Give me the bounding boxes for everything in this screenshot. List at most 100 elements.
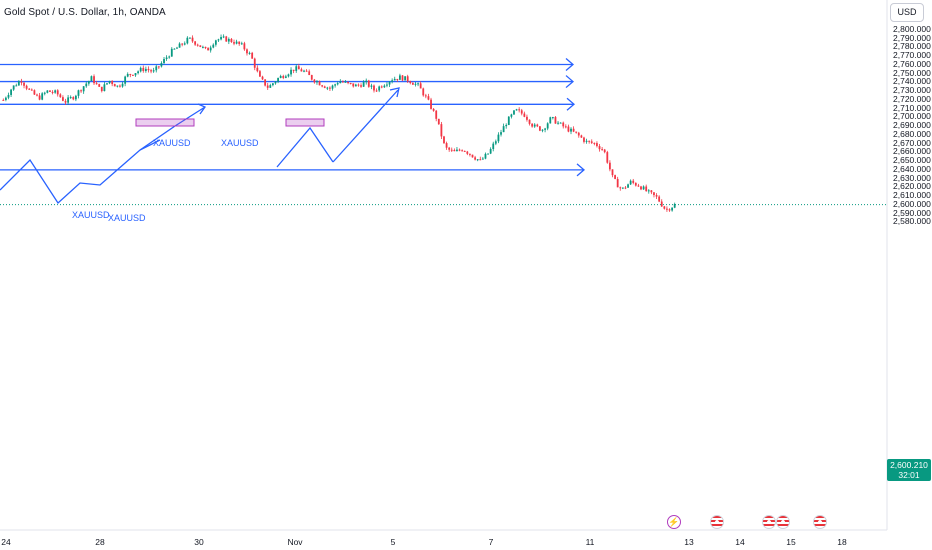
candle-up — [209, 47, 212, 51]
candle-up — [456, 149, 458, 152]
candle-up — [277, 78, 279, 82]
candle-up — [163, 58, 165, 64]
candle-down — [601, 149, 604, 151]
candle-up — [513, 110, 515, 115]
y-tick-label: 2,800.000 — [893, 24, 931, 34]
candle-up — [417, 83, 419, 85]
candle-down — [49, 90, 51, 92]
candle-down — [458, 149, 461, 151]
candle-down — [479, 159, 482, 161]
annotation-xauusd[interactable]: XAUUSD — [153, 138, 191, 148]
annotation-xauusd[interactable]: XAUUSD — [108, 213, 146, 223]
us-flag-event-icon[interactable] — [776, 515, 790, 529]
candles-group — [2, 34, 676, 212]
candle-up — [217, 39, 220, 41]
candle-down — [367, 80, 370, 87]
candle-down — [445, 143, 448, 148]
candle-down — [80, 90, 82, 92]
candle-down — [308, 71, 311, 76]
us-flag-event-icon[interactable] — [710, 515, 724, 529]
candle-up — [106, 83, 108, 85]
candle-down — [401, 75, 404, 81]
candle-down — [204, 46, 207, 49]
candle-up — [336, 83, 339, 85]
x-tick-label: 13 — [684, 537, 694, 547]
candle-down — [562, 122, 565, 127]
us-flag-event-icon[interactable] — [813, 515, 827, 529]
candle-up — [647, 190, 650, 192]
candle-up — [393, 78, 396, 81]
chart-title: Gold Spot / U.S. Dollar, 1h, OANDA — [4, 7, 166, 18]
bar-countdown: 32:01 — [898, 470, 920, 480]
candle-down — [666, 208, 668, 210]
candle-up — [178, 43, 181, 48]
candle-down — [261, 76, 264, 80]
candle-down — [461, 150, 464, 152]
candle-down — [119, 85, 121, 87]
candle-up — [248, 52, 251, 54]
candle-up — [220, 37, 222, 40]
candle-down — [471, 154, 474, 158]
candle-down — [463, 150, 466, 152]
trendline-group — [0, 87, 400, 204]
x-tick-label: 28 — [95, 537, 105, 547]
candle-up — [67, 97, 70, 103]
candle-up — [481, 158, 484, 160]
candle-down — [264, 79, 267, 86]
candle-down — [668, 209, 671, 211]
candle-down — [554, 117, 557, 124]
us-flag-event-icon[interactable] — [762, 515, 776, 529]
candle-up — [303, 70, 305, 72]
candle-up — [43, 92, 46, 94]
candle-up — [316, 81, 318, 83]
candle-up — [334, 84, 337, 86]
candle-up — [284, 76, 287, 78]
candle-down — [593, 142, 596, 144]
candle-down — [596, 143, 598, 147]
currency-button[interactable]: USD — [890, 3, 924, 22]
candle-down — [448, 147, 451, 150]
candle-down — [207, 48, 209, 51]
candle-down — [523, 113, 526, 117]
x-tick-label: 5 — [390, 537, 396, 547]
x-tick-label: Nov — [287, 537, 303, 547]
annotation-xauusd[interactable]: XAUUSD — [72, 210, 110, 220]
annotation-xauusd[interactable]: XAUUSD — [221, 138, 259, 148]
y-tick-label: 2,710.000 — [893, 102, 931, 113]
y-tick-label: 2,750.000 — [893, 67, 931, 78]
candle-up — [17, 81, 20, 86]
candle-up — [557, 122, 559, 124]
candle-down — [56, 90, 59, 95]
candle-down — [588, 140, 591, 142]
candle-down — [406, 76, 409, 82]
candle-up — [170, 48, 173, 57]
candle-up — [627, 184, 629, 188]
candle-down — [36, 94, 38, 96]
lightning-event-icon[interactable]: ⚡ — [667, 515, 681, 529]
candle-down — [577, 132, 580, 136]
candle-up — [124, 76, 127, 84]
zigzag-trendline — [276, 126, 334, 168]
y-tick-label: 2,610.000 — [893, 190, 931, 201]
candle-down — [352, 83, 355, 87]
candle-down — [572, 128, 575, 132]
y-tick-label: 2,630.000 — [893, 172, 931, 183]
candle-down — [321, 85, 324, 87]
candle-up — [629, 180, 632, 185]
candle-down — [536, 124, 539, 127]
y-tick-label: 2,720.000 — [893, 93, 931, 104]
candle-down — [318, 81, 321, 86]
candle-down — [427, 96, 430, 100]
candle-down — [313, 79, 316, 83]
candle-up — [165, 57, 168, 59]
ray-arrowhead — [566, 97, 575, 111]
candle-down — [373, 85, 375, 91]
candle-down — [199, 45, 202, 47]
y-tick-label: 2,580.000 — [893, 216, 931, 227]
candle-up — [108, 80, 111, 84]
candle-up — [541, 129, 544, 131]
candle-up — [186, 37, 189, 44]
last-price-tag: 2,600.210 32:01 — [887, 459, 931, 481]
candle-up — [370, 85, 373, 87]
